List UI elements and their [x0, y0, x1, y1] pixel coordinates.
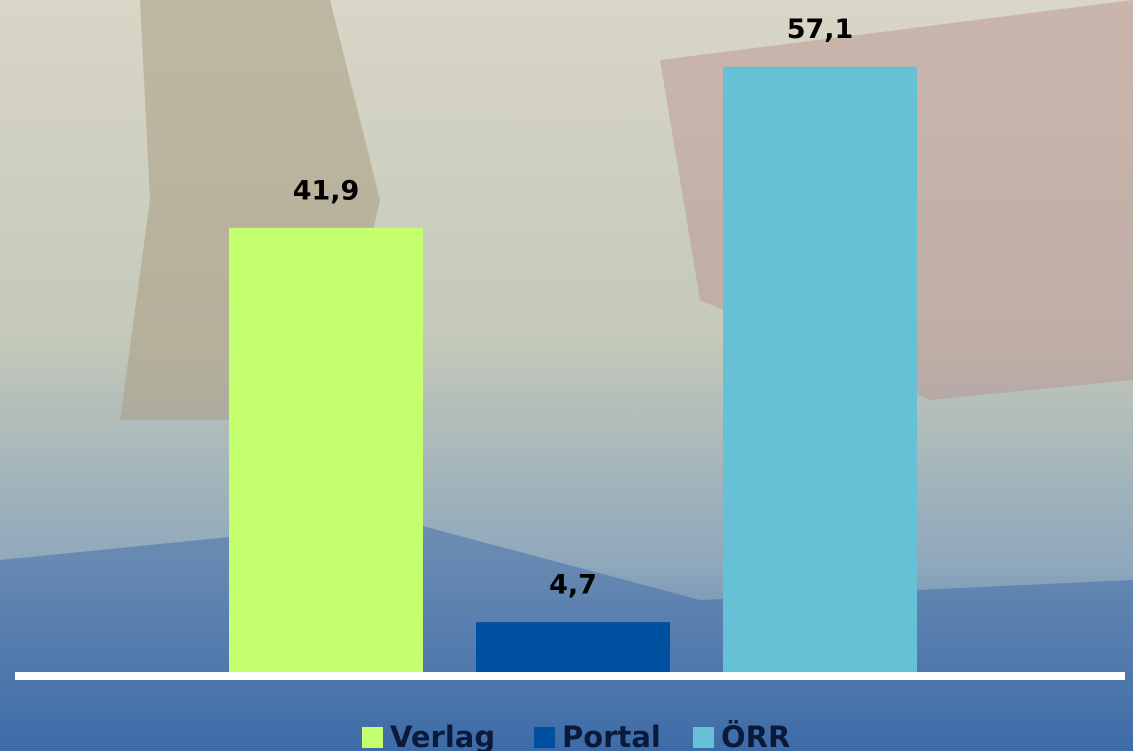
legend-swatch — [534, 727, 555, 748]
value-label: 41,9 — [293, 175, 360, 206]
bar — [723, 67, 917, 672]
value-label: 4,7 — [549, 570, 597, 601]
legend-swatch — [693, 727, 714, 748]
legend-label: ÖRR — [721, 720, 790, 751]
chart: 41,9 4,7 57,1 Verlag Portal ÖRR — [0, 0, 1133, 751]
bar — [476, 622, 670, 672]
bar — [229, 228, 423, 672]
legend-label: Verlag — [390, 720, 495, 751]
page: 41,94,757,1VerlagPortalÖRR (() => { cons… — [0, 0, 1133, 751]
baseline — [15, 672, 1125, 680]
legend-swatch — [362, 727, 383, 748]
value-label: 57,1 — [787, 14, 854, 45]
legend-label: Portal — [562, 720, 661, 751]
